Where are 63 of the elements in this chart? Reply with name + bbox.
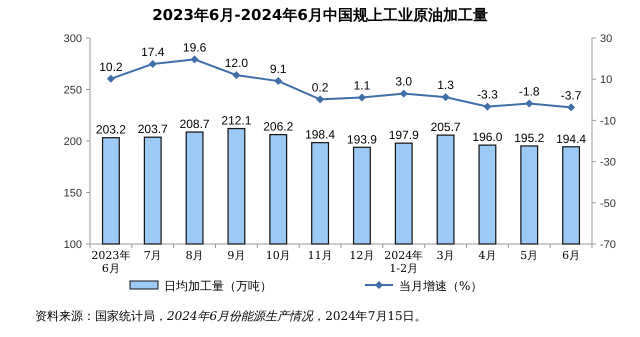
point — [274, 77, 282, 86]
data-label: 196.0 — [472, 130, 503, 144]
data-label: 1.1 — [354, 78, 371, 93]
data-label: 9.1 — [270, 62, 287, 76]
y2-tick-label: -70 — [600, 239, 616, 251]
x-tick-label: 11月 — [308, 249, 333, 262]
x-tick-label: 2023年 6月 — [91, 249, 130, 275]
x-tick-label: 7月 — [144, 249, 162, 262]
data-label: 212.1 — [221, 114, 252, 128]
x-tick-label: 12月 — [349, 249, 374, 262]
y2-tick-label: -50 — [600, 198, 616, 210]
y2-tick-label: 10 — [600, 74, 612, 86]
data-label: -3.7 — [560, 88, 582, 102]
data-label: 205.7 — [430, 120, 461, 134]
y-tick-label: 300 — [64, 33, 82, 45]
data-label: 194.4 — [556, 132, 586, 146]
data-label: 197.9 — [388, 128, 420, 142]
y2-tick-label: -10 — [600, 115, 616, 128]
point — [483, 102, 492, 111]
data-label: 193.9 — [346, 132, 378, 146]
y-tick-label: 250 — [64, 84, 82, 96]
text: 资料来源：国家统计局，2024年6月份能源生产情况，2024年7月15日。 — [35, 309, 427, 323]
data-label: 0.2 — [312, 80, 329, 94]
y-tick-label: 150 — [64, 188, 82, 200]
data-label: 198.4 — [305, 128, 336, 142]
chart-title: 2023年6月-2024年6月中国规上工业原油加工量 — [152, 6, 488, 24]
legend-label: 日均加工量（万吨） — [164, 279, 272, 293]
data-label: -1.8 — [518, 84, 540, 99]
x-tick-label: 9月 — [227, 249, 246, 262]
point — [358, 94, 366, 102]
data-label: -3.3 — [477, 88, 498, 102]
data-label: 17.4 — [141, 44, 165, 59]
y-tick-label: 100 — [64, 239, 82, 251]
x-tick-label: 10月 — [266, 249, 291, 262]
x-tick-label: 6月 — [562, 249, 580, 262]
x-tick-label: 4月 — [478, 249, 496, 262]
data-label: 195.2 — [514, 130, 545, 145]
y2-tick-label: -30 — [600, 156, 616, 169]
data-label: 208.7 — [180, 117, 210, 132]
point — [525, 100, 534, 108]
point — [190, 55, 199, 64]
point — [232, 71, 240, 80]
x-tick-label: 5月 — [520, 249, 538, 262]
point — [442, 93, 450, 102]
x-tick-label: 2024年 1-2月 — [384, 249, 424, 275]
x-tick-label: 8月 — [186, 249, 204, 262]
point — [106, 74, 115, 83]
point — [567, 103, 576, 112]
data-label: 19.6 — [182, 40, 207, 54]
data-label: 1.3 — [437, 78, 454, 92]
y-tick-label: 200 — [64, 136, 82, 148]
point — [316, 95, 324, 104]
data-label: 3.0 — [395, 74, 412, 89]
data-label: 203.2 — [96, 122, 126, 137]
point — [400, 90, 408, 98]
legend-label: 当月增速（%） — [399, 279, 482, 293]
x-tick-label: 3月 — [436, 249, 455, 262]
data-label: 12.0 — [224, 56, 248, 70]
point — [148, 60, 157, 68]
data-label: 203.7 — [138, 122, 168, 136]
y2-tick-label: 30 — [600, 33, 612, 45]
data-label: 10.2 — [99, 60, 123, 74]
data-label: 206.2 — [263, 120, 294, 134]
